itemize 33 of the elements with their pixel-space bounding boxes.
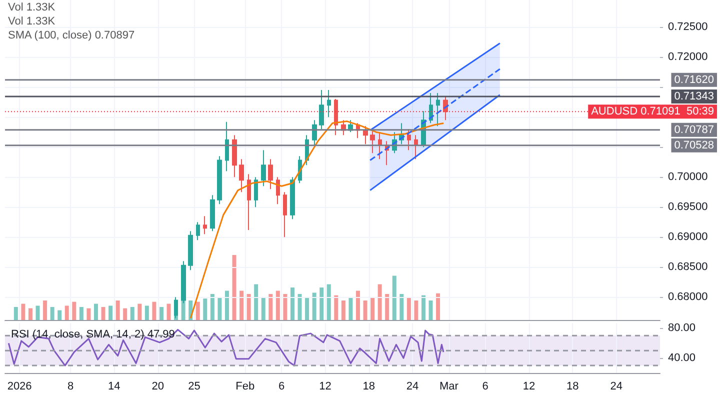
text: RSI (14, close, SMA, 14, 2) 47.99	[11, 328, 175, 340]
x-tick-label: Feb	[236, 380, 255, 392]
y-tick-label: 0.70000	[668, 171, 708, 184]
y-tick-label: 0.69500	[668, 201, 708, 214]
x-tick-label: 12	[319, 380, 332, 392]
x-tick-label: 24	[406, 380, 419, 392]
x-tick-label: Mar	[439, 380, 459, 392]
annotation: Vol 1.33K	[8, 2, 56, 14]
y-tick-label: 0.72000	[668, 51, 708, 64]
x-tick-label: 24	[610, 380, 622, 392]
y-tick-label: 40.00	[668, 352, 696, 364]
annotation: Vol 1.33K	[8, 16, 56, 28]
x-tick-label: 25	[188, 380, 200, 392]
x-tick-label: 6	[482, 380, 488, 392]
y-tick-label: 0.68500	[668, 261, 708, 274]
text: AUDUSD 0.71091 50:39	[591, 106, 714, 118]
annotation: SMA (100, close) 0.70897	[8, 30, 135, 42]
ref-line-label: 0.70787	[674, 124, 714, 136]
x-tick-label: 20	[152, 380, 164, 392]
ref-line-label: 0.70528	[674, 139, 714, 152]
x-tick-label: 12	[522, 380, 536, 392]
x-tick-label: 18	[566, 380, 579, 392]
x-tick-label: 14	[108, 380, 120, 392]
x-tick-label: 8	[67, 380, 74, 392]
ref-line-label: 0.71620	[674, 74, 714, 86]
ref-line-label: 0.71343	[674, 90, 714, 102]
x-tick-label: 2026	[7, 380, 32, 392]
y-tick-label: 0.68000	[668, 291, 708, 304]
x-tick-label: 6	[278, 380, 285, 392]
x-tick-label: 18	[362, 380, 376, 392]
y-tick-label: 0.72500	[668, 21, 708, 34]
y-tick-label: 0.69000	[668, 231, 708, 244]
y-tick-label: 80.00	[668, 322, 696, 334]
